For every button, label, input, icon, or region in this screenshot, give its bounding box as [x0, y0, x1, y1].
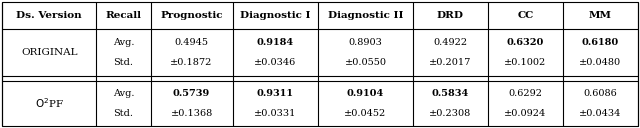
- Text: ±0.0480: ±0.0480: [579, 58, 621, 67]
- Text: ±0.0550: ±0.0550: [344, 58, 387, 67]
- Text: $\mathrm{O^2}$PF: $\mathrm{O^2}$PF: [35, 97, 63, 110]
- Text: 0.4945: 0.4945: [175, 38, 209, 47]
- Text: ±0.0924: ±0.0924: [504, 109, 547, 118]
- Text: 0.6292: 0.6292: [508, 89, 542, 98]
- Text: ±0.2308: ±0.2308: [429, 109, 471, 118]
- Text: 0.6180: 0.6180: [582, 38, 619, 47]
- Text: Prognostic: Prognostic: [161, 11, 223, 20]
- Text: CC: CC: [517, 11, 533, 20]
- Text: 0.6086: 0.6086: [584, 89, 618, 98]
- Text: Ds. Version: Ds. Version: [17, 11, 82, 20]
- Text: ±0.1002: ±0.1002: [504, 58, 547, 67]
- Text: ±0.1872: ±0.1872: [170, 58, 212, 67]
- Text: 0.5739: 0.5739: [173, 89, 210, 98]
- Text: Std.: Std.: [113, 109, 133, 118]
- Text: 0.6320: 0.6320: [507, 38, 544, 47]
- Text: ±0.0331: ±0.0331: [254, 109, 296, 118]
- Text: Std.: Std.: [113, 58, 133, 67]
- Text: 0.9104: 0.9104: [347, 89, 384, 98]
- Text: ±0.0452: ±0.0452: [344, 109, 387, 118]
- Text: ORIGINAL: ORIGINAL: [21, 48, 77, 57]
- Text: 0.9311: 0.9311: [257, 89, 294, 98]
- Text: DRD: DRD: [436, 11, 463, 20]
- Text: ±0.0346: ±0.0346: [254, 58, 296, 67]
- Text: ±0.0434: ±0.0434: [579, 109, 621, 118]
- Text: Recall: Recall: [106, 11, 141, 20]
- Text: Avg.: Avg.: [113, 38, 134, 47]
- Text: MM: MM: [589, 11, 612, 20]
- Text: 0.5834: 0.5834: [431, 89, 468, 98]
- Text: Avg.: Avg.: [113, 89, 134, 98]
- Text: ±0.2017: ±0.2017: [429, 58, 471, 67]
- Text: 0.4922: 0.4922: [433, 38, 467, 47]
- Text: ±0.1368: ±0.1368: [170, 109, 212, 118]
- Text: 0.8903: 0.8903: [349, 38, 382, 47]
- Text: Diagnostic I: Diagnostic I: [240, 11, 310, 20]
- Text: Diagnostic II: Diagnostic II: [328, 11, 403, 20]
- Text: 0.9184: 0.9184: [257, 38, 294, 47]
